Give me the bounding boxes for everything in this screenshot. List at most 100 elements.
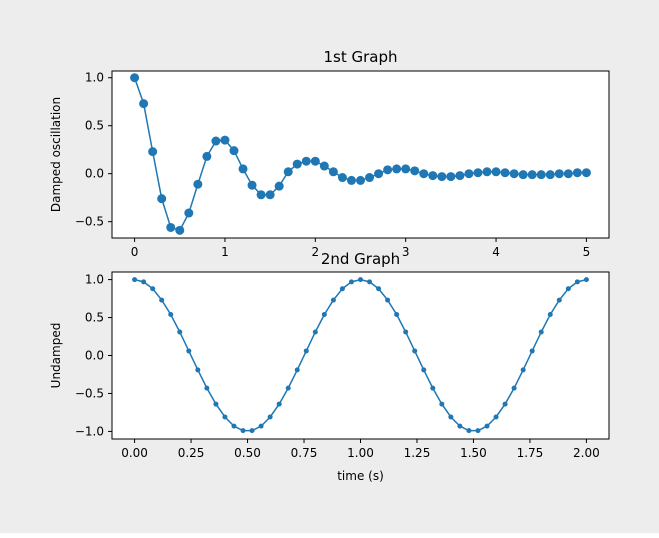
x-tick-label: 0.25 bbox=[178, 446, 205, 460]
data-point bbox=[211, 136, 221, 146]
axes-frame bbox=[111, 70, 610, 239]
x-tick-label: 1 bbox=[221, 245, 229, 259]
data-point bbox=[274, 181, 284, 191]
data-point bbox=[502, 401, 508, 407]
data-point bbox=[202, 151, 212, 161]
data-point bbox=[520, 367, 526, 373]
data-point bbox=[328, 167, 338, 177]
data-point bbox=[509, 169, 519, 179]
plot-area bbox=[130, 73, 591, 235]
data-point bbox=[376, 286, 382, 292]
data-point bbox=[348, 279, 354, 285]
x-tick-label: 0 bbox=[131, 245, 139, 259]
data-point bbox=[583, 277, 589, 283]
data-point bbox=[256, 190, 266, 200]
data-point bbox=[527, 170, 537, 180]
data-point bbox=[150, 286, 156, 292]
data-point bbox=[565, 286, 571, 292]
data-point bbox=[482, 167, 492, 177]
data-point bbox=[247, 180, 257, 190]
data-point bbox=[403, 329, 409, 335]
y-tick-label: 0.0 bbox=[85, 349, 104, 363]
y-tick-label: −1.0 bbox=[75, 424, 104, 438]
data-point bbox=[204, 385, 210, 391]
data-point bbox=[222, 414, 228, 420]
data-point bbox=[184, 208, 194, 218]
data-point bbox=[572, 168, 582, 178]
x-tick-label: 2.00 bbox=[573, 446, 600, 460]
data-point bbox=[356, 175, 365, 185]
data-point bbox=[240, 428, 246, 434]
data-point bbox=[213, 401, 219, 407]
data-point bbox=[392, 164, 402, 174]
data-point bbox=[267, 414, 273, 420]
y-tick-label: 0.5 bbox=[85, 311, 104, 325]
data-point bbox=[457, 423, 463, 429]
data-point bbox=[529, 348, 535, 354]
data-point bbox=[385, 297, 391, 303]
data-point bbox=[475, 428, 481, 434]
data-point bbox=[518, 170, 528, 180]
data-point bbox=[545, 170, 555, 180]
data-point bbox=[186, 348, 192, 354]
data-point bbox=[321, 312, 327, 318]
data-point bbox=[168, 312, 174, 318]
data-point bbox=[430, 385, 436, 391]
data-point bbox=[141, 279, 147, 285]
data-point bbox=[301, 156, 311, 166]
data-point bbox=[394, 312, 400, 318]
data-point bbox=[536, 170, 546, 180]
chart-title: 1st Graph bbox=[323, 48, 397, 66]
data-point bbox=[374, 169, 384, 179]
data-point bbox=[401, 164, 411, 174]
data-point bbox=[249, 428, 255, 434]
data-point bbox=[581, 168, 591, 178]
data-point bbox=[312, 329, 318, 335]
data-point bbox=[446, 172, 456, 182]
data-point bbox=[554, 169, 564, 179]
y-tick-label: 0.5 bbox=[85, 119, 104, 133]
data-point bbox=[148, 147, 158, 157]
data-point bbox=[419, 169, 429, 179]
data-point bbox=[367, 279, 373, 285]
data-point bbox=[337, 173, 347, 183]
data-point bbox=[283, 167, 293, 177]
data-point bbox=[511, 385, 517, 391]
data-point bbox=[556, 297, 562, 303]
x-tick-label: 1.75 bbox=[517, 446, 544, 460]
x-axis-label: time (s) bbox=[337, 469, 384, 483]
data-point bbox=[303, 348, 309, 354]
data-point bbox=[547, 312, 553, 318]
data-point bbox=[421, 367, 427, 373]
x-tick-label: 1.00 bbox=[347, 446, 374, 460]
y-tick-label: −0.5 bbox=[75, 215, 104, 229]
data-point bbox=[229, 146, 239, 156]
x-tick-label: 1.25 bbox=[404, 446, 431, 460]
data-point bbox=[258, 423, 264, 429]
data-point bbox=[132, 277, 138, 283]
data-point bbox=[455, 171, 465, 181]
data-point bbox=[448, 414, 454, 420]
y-tick-label: 1.0 bbox=[85, 71, 104, 85]
x-tick-label: 4 bbox=[492, 245, 500, 259]
data-point bbox=[437, 172, 447, 182]
data-point bbox=[330, 297, 336, 303]
data-point bbox=[358, 277, 363, 283]
data-point bbox=[383, 165, 393, 175]
x-tick-label: 2 bbox=[311, 245, 319, 259]
y-axis-label: Damped oscillation bbox=[49, 97, 63, 212]
subplot-damped: 1st Graph Damped oscillation 0 1 2 3 4 5−0.50… bbox=[49, 48, 610, 259]
data-point bbox=[139, 99, 149, 109]
data-point bbox=[195, 367, 201, 373]
data-point bbox=[159, 297, 165, 303]
y-tick-label: 0.0 bbox=[85, 167, 104, 181]
axes-frame bbox=[111, 271, 610, 440]
data-point bbox=[339, 286, 345, 292]
x-tick-label: 3 bbox=[402, 245, 410, 259]
data-point bbox=[193, 179, 203, 189]
data-point bbox=[412, 348, 418, 354]
x-tick-label: 0.00 bbox=[121, 446, 148, 460]
subplot-undamped: 2nd Graph Undamped time (s) 0.00 0.25 0.50… bbox=[49, 250, 610, 483]
